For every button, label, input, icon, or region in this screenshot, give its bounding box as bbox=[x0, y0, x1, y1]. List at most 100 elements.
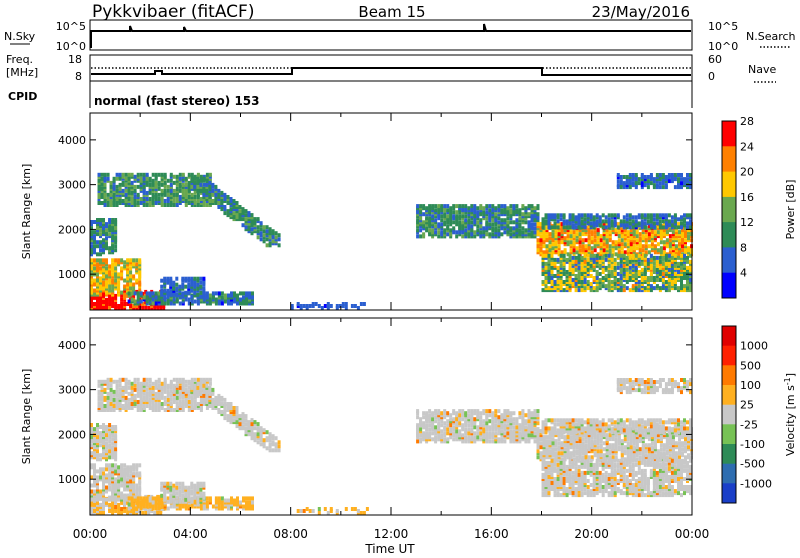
range-gate-cell bbox=[93, 427, 96, 431]
range-gate-cell bbox=[126, 283, 129, 287]
range-gate-cell bbox=[96, 486, 99, 490]
range-gate-cell bbox=[653, 286, 656, 290]
range-gate-cell bbox=[683, 217, 686, 221]
range-gate-cell bbox=[297, 302, 300, 306]
range-gate-cell bbox=[185, 380, 188, 384]
range-gate-cell bbox=[485, 220, 488, 224]
range-gate-cell bbox=[93, 490, 96, 494]
range-gate-cell bbox=[199, 285, 202, 289]
range-gate-cell bbox=[194, 400, 197, 404]
range-gate-cell bbox=[158, 384, 161, 388]
range-gate-cell bbox=[443, 212, 446, 216]
range-gate-cell bbox=[560, 213, 563, 217]
range-gate-cell bbox=[686, 286, 689, 290]
range-gate-cell bbox=[354, 304, 357, 308]
range-gate-cell bbox=[185, 388, 188, 392]
range-gate-cell bbox=[621, 250, 624, 254]
range-gate-cell bbox=[572, 256, 575, 260]
range-gate-cell bbox=[671, 256, 674, 260]
range-gate-cell bbox=[239, 414, 242, 418]
range-gate-cell bbox=[194, 378, 197, 382]
range-gate-cell bbox=[677, 286, 680, 290]
range-gate-cell bbox=[102, 281, 105, 285]
range-gate-cell bbox=[557, 225, 560, 229]
range-gate-cell bbox=[531, 222, 534, 226]
range-gate-cell bbox=[152, 173, 155, 177]
range-gate-cell bbox=[98, 173, 101, 177]
range-gate-cell bbox=[143, 396, 146, 400]
range-gate-cell bbox=[131, 402, 134, 406]
range-gate-cell bbox=[182, 173, 185, 177]
range-gate-cell bbox=[132, 471, 135, 475]
range-gate-cell bbox=[227, 201, 230, 205]
range-gate-cell bbox=[659, 266, 662, 270]
range-gate-cell bbox=[236, 496, 239, 500]
range-gate-cell bbox=[581, 256, 584, 260]
range-gate-cell bbox=[560, 217, 563, 221]
range-gate-cell bbox=[114, 258, 117, 262]
range-gate-cell bbox=[245, 213, 248, 217]
range-gate-cell bbox=[99, 258, 102, 262]
range-gate-cell bbox=[687, 246, 690, 250]
freq-label-2: [MHz] bbox=[6, 66, 38, 79]
range-gate-cell bbox=[170, 173, 173, 177]
range-gate-cell bbox=[653, 177, 656, 181]
range-gate-cell bbox=[217, 189, 220, 193]
range-gate-cell bbox=[96, 262, 99, 266]
range-gate-cell bbox=[548, 254, 551, 258]
range-gate-cell bbox=[125, 183, 128, 187]
range-gate-cell bbox=[140, 507, 143, 511]
range-gate-cell bbox=[570, 234, 573, 238]
range-gate-cell bbox=[434, 208, 437, 212]
range-gate-cell bbox=[437, 230, 440, 234]
range-gate-cell bbox=[107, 197, 110, 201]
range-gate-cell bbox=[680, 266, 683, 270]
range-gate-cell bbox=[575, 260, 578, 264]
range-gate-cell bbox=[217, 193, 220, 197]
range-gate-cell bbox=[193, 177, 196, 181]
range-gate-cell bbox=[665, 213, 668, 217]
range-gate-cell bbox=[166, 295, 169, 299]
range-gate-cell bbox=[584, 268, 587, 272]
range-gate-cell bbox=[199, 281, 202, 285]
range-gate-cell bbox=[476, 220, 479, 224]
range-gate-cell bbox=[443, 228, 446, 232]
range-gate-cell bbox=[509, 208, 512, 212]
range-gate-cell bbox=[111, 218, 114, 222]
range-gate-cell bbox=[528, 220, 531, 224]
range-gate-cell bbox=[149, 378, 152, 382]
range-gate-cell bbox=[211, 189, 214, 193]
range-gate-cell bbox=[608, 270, 611, 274]
range-gate-cell bbox=[172, 281, 175, 285]
range-gate-cell bbox=[303, 509, 306, 513]
range-gate-cell bbox=[494, 206, 497, 210]
range-gate-cell bbox=[599, 215, 602, 219]
range-gate-cell bbox=[257, 440, 260, 444]
range-gate-cell bbox=[123, 494, 126, 498]
range-gate-cell bbox=[242, 300, 245, 304]
range-gate-cell bbox=[635, 173, 638, 177]
range-gate-cell bbox=[278, 440, 281, 444]
range-gate-cell bbox=[114, 294, 117, 298]
range-gate-cell bbox=[594, 234, 597, 238]
range-gate-cell bbox=[558, 244, 561, 248]
range-gate-cell bbox=[176, 402, 179, 406]
range-gate-cell bbox=[575, 274, 578, 278]
range-gate-cell bbox=[146, 505, 149, 509]
range-gate-cell bbox=[220, 402, 223, 406]
range-gate-cell bbox=[584, 254, 587, 258]
range-gate-cell bbox=[431, 204, 434, 208]
range-gate-cell bbox=[452, 220, 455, 224]
range-gate-cell bbox=[117, 304, 120, 308]
range-gate-cell bbox=[105, 425, 108, 429]
range-gate-cell bbox=[105, 258, 108, 262]
range-gate-cell bbox=[680, 221, 683, 225]
range-gate-cell bbox=[266, 237, 269, 241]
range-gate-cell bbox=[191, 300, 194, 304]
range-gate-cell bbox=[653, 213, 656, 217]
range-gate-cell bbox=[600, 234, 603, 238]
range-gate-cell bbox=[170, 380, 173, 384]
range-gate-cell bbox=[620, 179, 623, 183]
range-gate-cell bbox=[653, 183, 656, 187]
range-gate-cell bbox=[209, 378, 212, 382]
